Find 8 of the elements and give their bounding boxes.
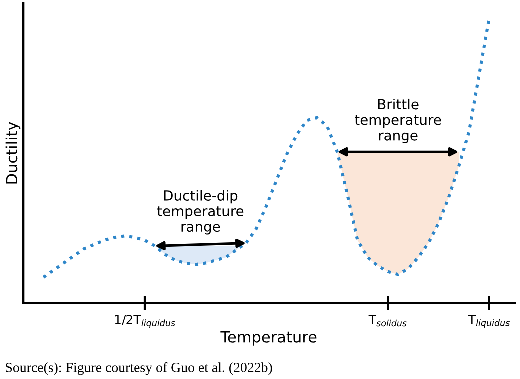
source-note: Source(s): Figure courtesy of Guo et al. (2022b) <box>6 362 272 376</box>
series-label: Ductile-dip temperature range <box>157 190 244 235</box>
y-axis-title: Ductility <box>6 122 21 184</box>
series-label: Brittle temperature range <box>355 98 442 144</box>
x-tick-label: 1/2T$_{liquidus}$ <box>115 315 176 328</box>
x-tick-label: T$_{liquidus}$ <box>468 315 510 328</box>
x-axis-title: Temperature <box>220 332 317 346</box>
x-tick-label: T$_{solidus}$ <box>368 315 407 327</box>
